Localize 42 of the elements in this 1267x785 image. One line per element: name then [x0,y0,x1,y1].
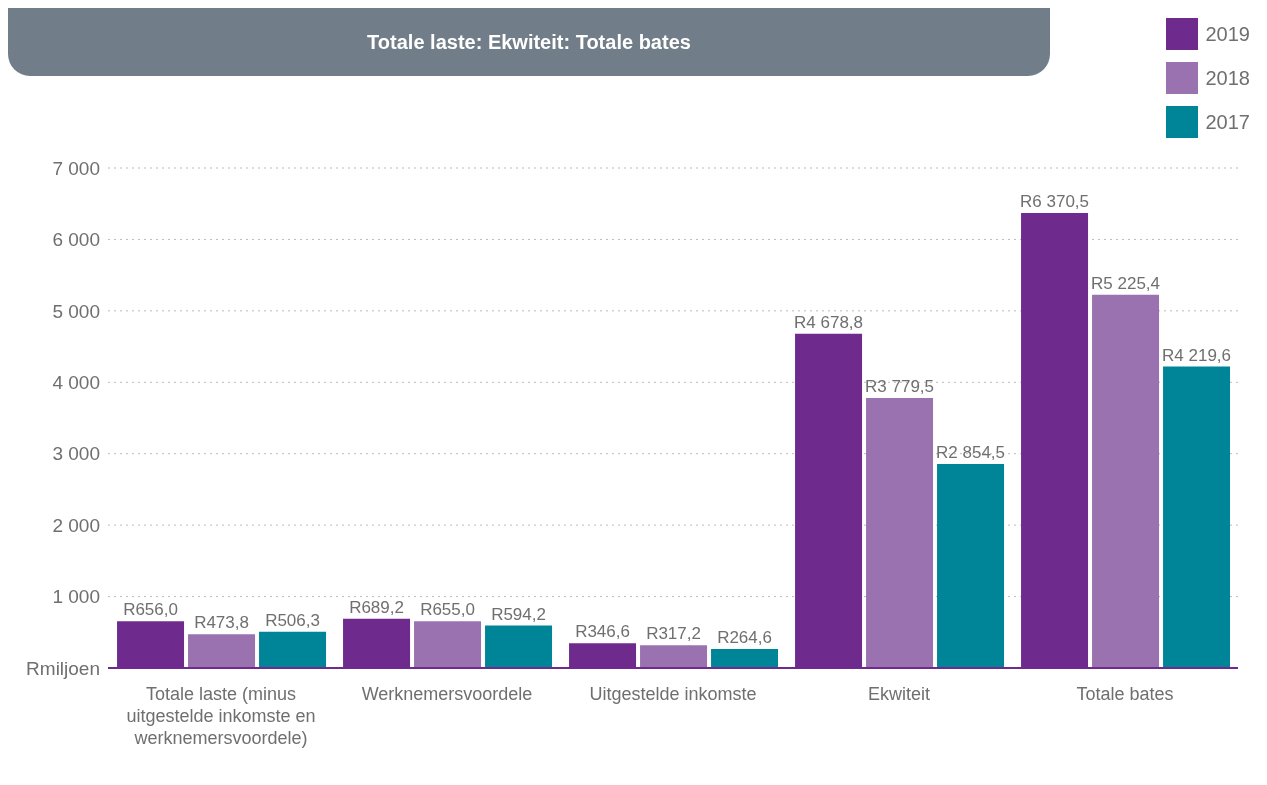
bar [640,645,708,668]
y-tick-label: 4 000 [52,372,100,394]
bar [485,625,553,668]
data-label: R3 779,5 [865,377,935,397]
bar [866,398,934,668]
data-label: R317,2 [646,624,701,644]
data-label: R473,8 [194,613,249,633]
legend-label: 2017 [1205,110,1250,134]
y-tick-label: 6 000 [52,229,100,251]
y-tick-label: 7 000 [52,157,100,179]
data-label: R2 854,5 [936,443,1006,463]
bar [937,464,1005,668]
legend-label: 2018 [1205,66,1250,90]
y-tick-label: 1 000 [52,586,100,608]
data-label: R594,2 [491,604,546,624]
x-tick-label: Werknemersvoordele [361,684,533,704]
data-label: R6 370,5 [1020,191,1090,211]
legend-label: 2019 [1205,22,1250,46]
data-label: R5 225,4 [1091,273,1161,293]
y-tick-label: 3 000 [52,443,100,465]
y-tick-label: Rmiljoen [26,657,100,679]
x-tick-label: Totale bates [1076,684,1174,704]
bar [188,634,256,668]
data-label: R346,6 [575,622,630,642]
data-label: R264,6 [717,628,772,648]
data-label: R655,0 [420,600,475,620]
data-label: R689,2 [349,597,404,617]
bar [259,631,327,668]
bar [1092,294,1160,668]
bar [414,621,482,668]
data-label: R506,3 [265,610,320,630]
data-label: R4 678,8 [794,312,864,332]
bar [1163,366,1231,668]
data-label: R656,0 [123,600,178,620]
chart-title: Totale laste: Ekwiteit: Totale bates [8,8,1050,76]
x-tick-label: Uitgestelde inkomste [589,684,757,704]
y-tick-label: 2 000 [52,514,100,536]
y-tick-label: 5 000 [52,300,100,322]
data-label: R4 219,6 [1162,345,1232,365]
x-tick-label: Totale laste (minus uitgestelde inkomste en werknemersvoordele) [126,684,316,748]
bar [711,649,779,668]
x-tick-label: Ekwiteit [867,684,931,704]
